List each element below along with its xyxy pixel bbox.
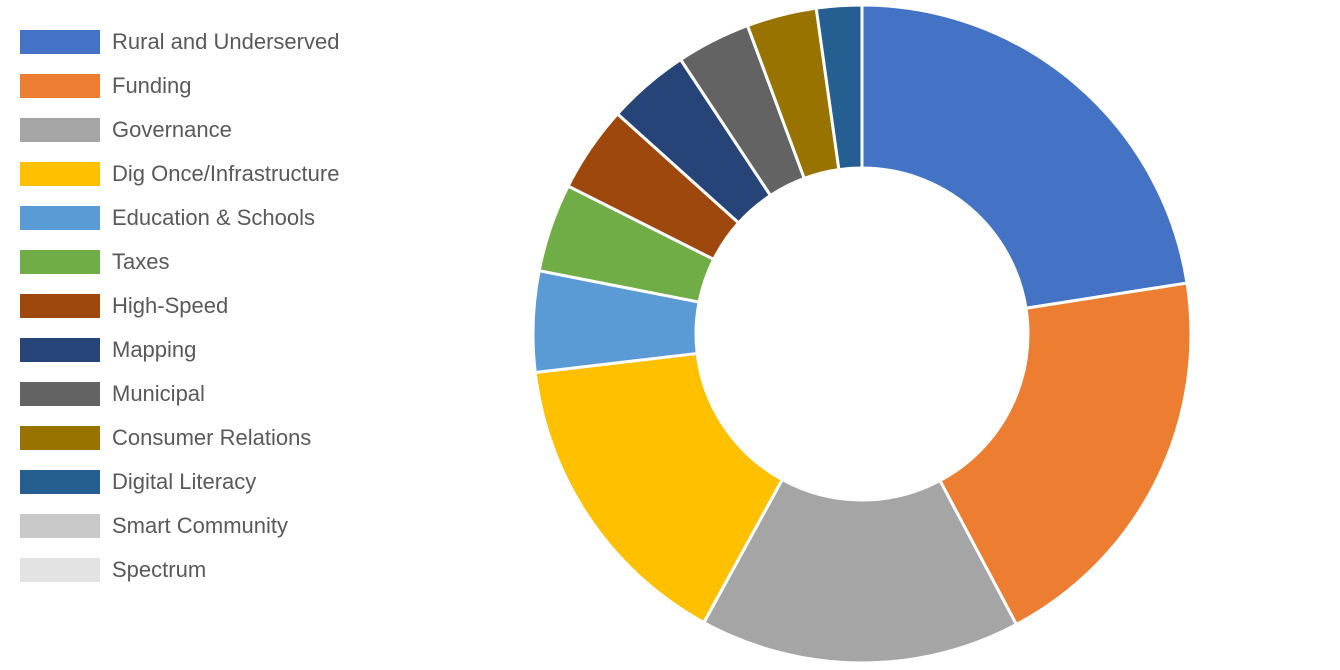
legend-label: Rural and Underserved [112, 29, 340, 54]
legend-swatch [20, 426, 100, 450]
legend-item-governance: Governance [20, 108, 339, 152]
legend-item-smart-community: Smart Community [20, 504, 339, 548]
legend-swatch [20, 514, 100, 538]
legend-swatch [20, 470, 100, 494]
legend-label: Consumer Relations [112, 425, 312, 450]
legend-item-high-speed: High-Speed [20, 284, 339, 328]
legend-swatch [20, 206, 100, 230]
legend-label: Taxes [112, 249, 170, 274]
legend-swatch [20, 382, 100, 406]
legend-label: Smart Community [112, 513, 289, 538]
legend-item-taxes: Taxes [20, 240, 339, 284]
legend-label: High-Speed [112, 293, 229, 318]
legend-swatch [20, 118, 100, 142]
legend-item-education-schools: Education & Schools [20, 196, 339, 240]
legend-item-spectrum: Spectrum [20, 548, 339, 592]
slice-governance [702, 478, 1018, 665]
legend-label: Spectrum [112, 557, 207, 582]
legend-label: Dig Once/Infrastructure [112, 161, 340, 186]
legend-item-municipal: Municipal [20, 372, 339, 416]
chart-legend: Rural and Underserved Funding Governance Di… [20, 20, 339, 592]
legend-label: Mapping [112, 337, 197, 362]
legend-item-dig-once-infrastructure: Dig Once/Infrastructure [20, 152, 339, 196]
slice-funding [938, 281, 1193, 626]
legend-label: Governance [112, 117, 232, 142]
legend-swatch [20, 558, 100, 582]
legend-item-consumer-relations: Consumer Relations [20, 416, 339, 460]
legend-swatch [20, 30, 100, 54]
legend-item-mapping: Mapping [20, 328, 339, 372]
slice-digital-literacy [814, 3, 864, 172]
legend-item-funding: Funding [20, 64, 339, 108]
legend-label: Funding [112, 73, 192, 98]
legend-item-rural-and-underserved: Rural and Underserved [20, 20, 339, 64]
legend-swatch [20, 74, 100, 98]
legend-label: Digital Literacy [112, 469, 257, 494]
slice-dig-once-infrastructure [533, 351, 784, 625]
legend-swatch [20, 162, 100, 186]
legend-swatch [20, 294, 100, 318]
legend-label: Municipal [112, 381, 205, 406]
legend-label: Education & Schools [112, 205, 316, 230]
legend-swatch [20, 250, 100, 274]
slice-rural-and-underserved [860, 3, 1189, 310]
legend-swatch [20, 338, 100, 362]
legend-item-digital-literacy: Digital Literacy [20, 460, 339, 504]
